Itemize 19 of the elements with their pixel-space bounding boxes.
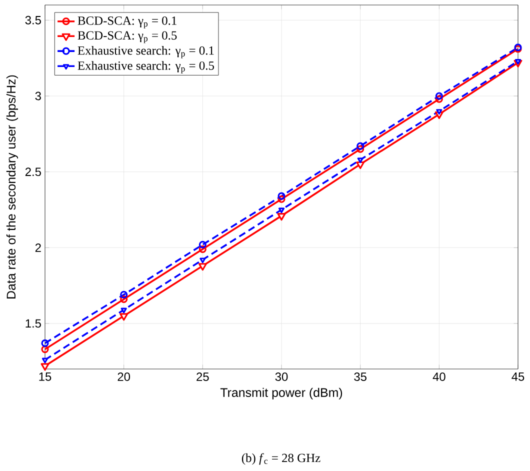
x-tick-label: 15 — [39, 372, 52, 381]
x-tick-label: 40 — [432, 372, 446, 381]
legend-label: BCD-SCA: γ$_{p}$ = 0.1 — [78, 16, 176, 28]
x-tick-label: 30 — [275, 372, 288, 381]
x-tick-label: 45 — [512, 372, 524, 381]
y-tick-label: 3.5 — [25, 16, 41, 24]
x-tick-label: 20 — [118, 372, 130, 381]
legend-label: BCD-SCA: γ$_{p}$ = 0.5 — [78, 31, 177, 44]
legend-label: Exhaustive search: γ$_{p}$ = 0.5 — [78, 61, 214, 74]
x-tick-label: 25 — [196, 372, 209, 381]
y-axis-title: Data rate of the secondary user (bps/Hz) — [6, 75, 18, 298]
y-tick-label: 1.5 — [26, 319, 41, 328]
legend-label: Exhaustive search: γ$_{p}$ = 0.1 — [78, 46, 214, 58]
y-tick-label: 2 — [35, 243, 41, 252]
text: (b) f$_{c}$ = 28 GHz — [242, 453, 320, 465]
y-tick-label: 3 — [35, 92, 41, 100]
x-tick-label: 35 — [354, 372, 366, 381]
y-tick-label: 2.5 — [25, 168, 41, 176]
x-axis-title: Transmit power (dBm) — [220, 388, 342, 400]
